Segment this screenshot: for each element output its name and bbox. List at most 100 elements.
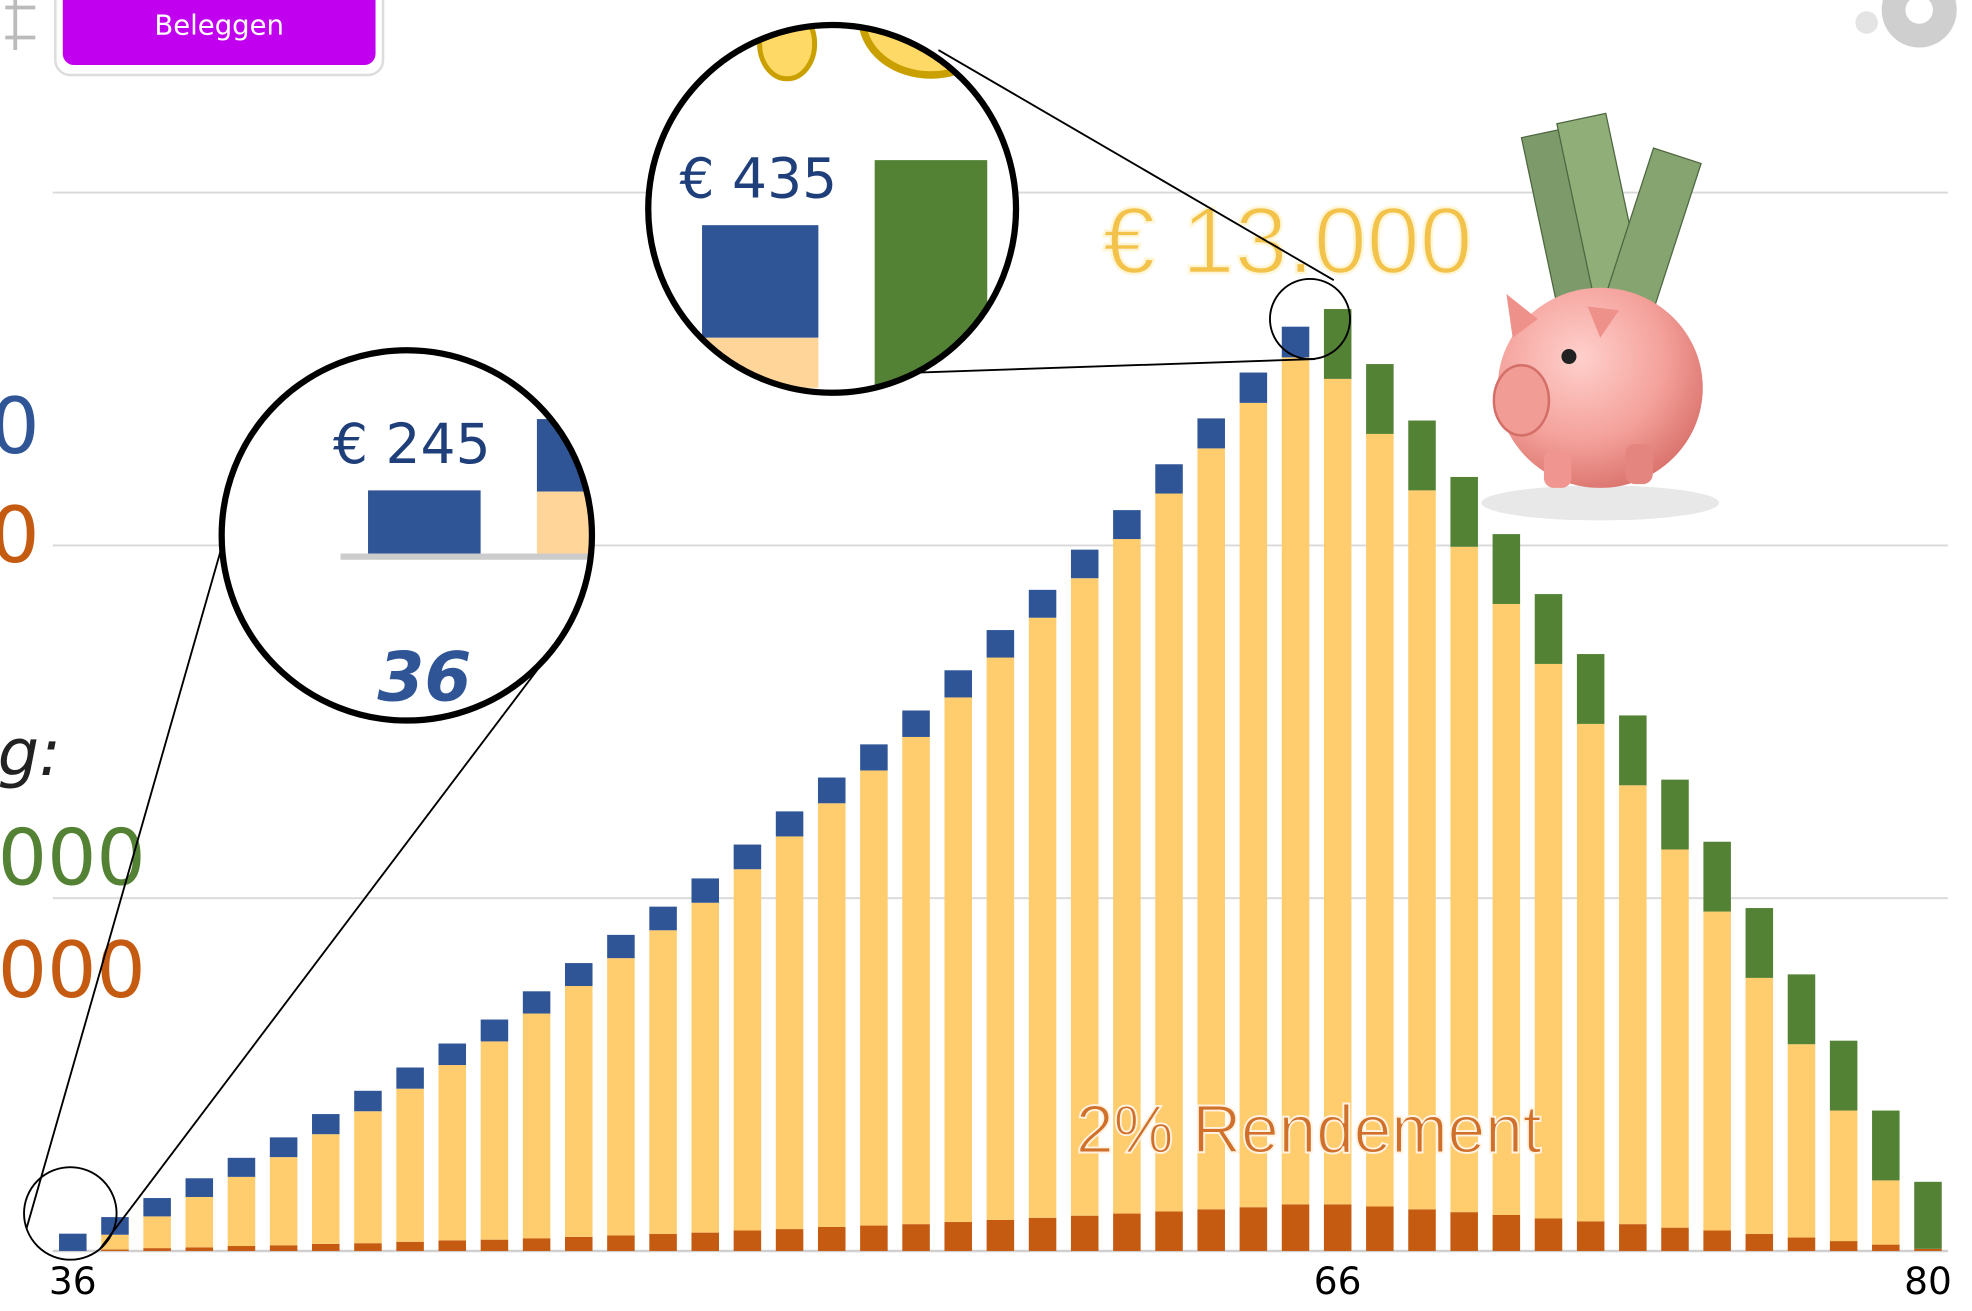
bar-segment	[1408, 490, 1436, 1210]
bar-segment	[1576, 723, 1605, 1222]
gear-icon	[1855, 0, 1957, 48]
bars	[59, 309, 1942, 1251]
bar-segment	[1787, 1044, 1816, 1238]
bar-segment	[1281, 326, 1310, 358]
bar-segment	[1829, 1241, 1858, 1251]
bar-segment	[1155, 464, 1183, 494]
piggy-bank	[1481, 112, 1720, 521]
bar-segment	[1366, 433, 1394, 1207]
x-tick-label: 36	[49, 1259, 97, 1303]
bar-segment	[354, 1111, 382, 1244]
bar-segment	[1197, 448, 1225, 1210]
bar-segment	[944, 1222, 972, 1251]
bar-segment	[1450, 546, 1478, 1213]
bar-segment	[1113, 510, 1141, 540]
bar-segment	[860, 1225, 888, 1251]
bar-segment	[1576, 1221, 1605, 1251]
bar-segment	[564, 963, 593, 987]
bar-segment	[1534, 594, 1563, 664]
bar-segment	[1872, 1180, 1900, 1245]
bar-segment	[354, 1243, 382, 1251]
bar-segment	[1113, 1213, 1141, 1251]
bar-segment	[944, 670, 972, 698]
bar-segment	[522, 1238, 551, 1251]
bar-segment	[1197, 418, 1225, 449]
bar-segment	[691, 878, 720, 903]
bar-segment	[1281, 1204, 1310, 1251]
side-label: 0	[0, 382, 40, 472]
bar-segment	[1703, 1230, 1731, 1251]
bar-segment	[607, 1235, 635, 1251]
side-label: g:	[0, 716, 61, 791]
x-tick-label: 66	[1314, 1259, 1362, 1303]
bar-segment	[1450, 1212, 1478, 1251]
bar-segment	[1113, 539, 1141, 1214]
bar-segment	[438, 1065, 467, 1241]
bar-segment	[1408, 1209, 1436, 1251]
bar-segment	[438, 1043, 467, 1066]
return-label: 2% Rendement	[1076, 1092, 1542, 1167]
bar-segment	[1239, 1207, 1268, 1251]
bar-segment	[775, 836, 804, 1230]
bar-segment	[1745, 977, 1774, 1235]
beleggen-button[interactable]: Beleggen	[54, 0, 385, 77]
bar-segment	[564, 986, 593, 1237]
bar-segment	[1914, 1181, 1942, 1249]
bar-segment	[1661, 1227, 1689, 1251]
button-label[interactable]: Beleggen	[154, 9, 284, 41]
bar-segment	[227, 1176, 256, 1247]
bar-segment	[269, 1245, 298, 1251]
bar-segment	[986, 630, 1015, 658]
bar-segment	[396, 1241, 424, 1251]
side-label: 0	[0, 491, 40, 581]
bar-segment	[860, 744, 888, 771]
bar-segment	[185, 1247, 214, 1251]
zoom-left: € 245 36	[218, 347, 596, 724]
bar-segment	[607, 934, 635, 959]
bar-segment	[438, 1240, 467, 1251]
bar-segment	[1323, 1204, 1352, 1251]
bar-segment	[1197, 1209, 1225, 1251]
bar-segment	[817, 803, 846, 1227]
bar-segment	[649, 906, 677, 931]
bar-segment	[1829, 1110, 1858, 1242]
bar-segment	[522, 1013, 551, 1239]
bar-segment	[1323, 309, 1352, 379]
zoom-connectors	[23, 49, 1351, 1261]
bar-segment	[480, 1239, 509, 1251]
bar-segment	[1872, 1110, 1900, 1181]
bar-segment	[312, 1134, 340, 1244]
bar-segment	[185, 1178, 214, 1197]
bar-segment	[1872, 1244, 1900, 1251]
bar-segment	[396, 1067, 424, 1089]
bar-segment	[1155, 1211, 1183, 1251]
bar-segment	[1070, 549, 1099, 579]
bar-segment	[1450, 476, 1478, 547]
bar-segment	[649, 930, 677, 1235]
zoom-top: € 435	[645, 21, 1020, 396]
icon	[5, 0, 36, 51]
bar-segment	[691, 902, 720, 1233]
bar-segment	[775, 1229, 804, 1251]
labels: 36 66 80 € 13.000 2% Rendement	[49, 187, 1952, 1303]
bar-segment	[733, 1230, 762, 1251]
bar-segment	[564, 1236, 593, 1251]
bar-segment	[817, 777, 846, 804]
bar-segment	[860, 770, 888, 1226]
bar-segment	[1028, 589, 1057, 618]
bar-segment	[607, 958, 635, 1236]
bar-segment	[354, 1090, 382, 1112]
bar-segment	[312, 1243, 340, 1251]
bar-segment	[902, 1224, 930, 1251]
side-label: 000	[0, 814, 146, 904]
bar-segment	[1070, 578, 1099, 1216]
bar-segment	[1070, 1215, 1099, 1251]
zoom-label: 36	[377, 637, 471, 716]
bar-segment	[1576, 654, 1605, 724]
bar-segment	[185, 1196, 214, 1248]
bar-segment	[1492, 603, 1521, 1215]
bar-segment	[269, 1137, 298, 1158]
zoom-label: € 245	[333, 412, 491, 476]
